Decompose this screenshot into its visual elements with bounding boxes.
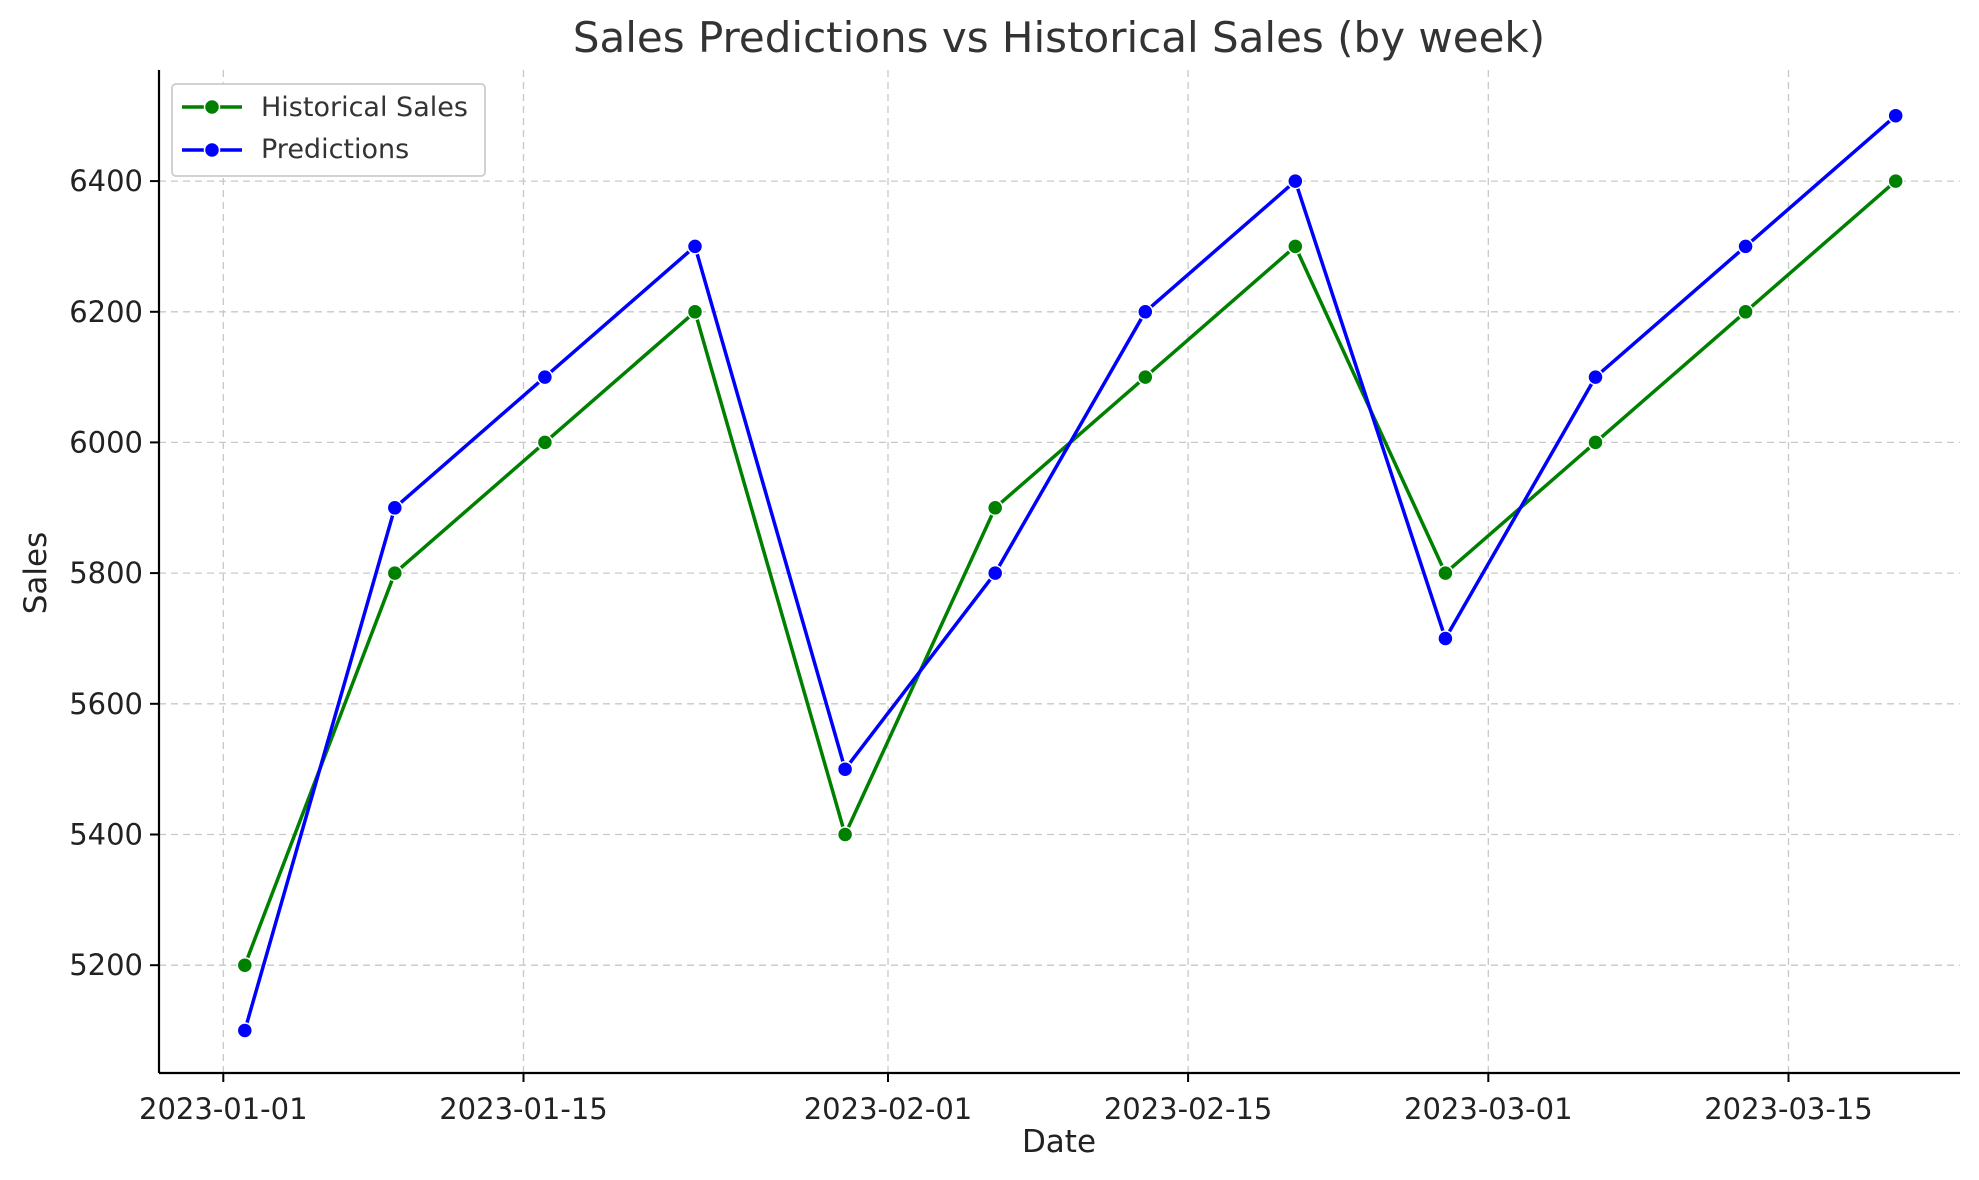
data-point-predictions	[236, 1022, 254, 1039]
grid-lines	[159, 70, 1960, 1073]
data-point-historical-sales	[386, 564, 404, 582]
data-point-historical-sales	[1287, 238, 1304, 255]
x-tick-label: 2023-03-01	[1404, 1092, 1573, 1126]
data-point-predictions	[1737, 238, 1754, 255]
data-point-predictions	[1887, 107, 1904, 124]
data-point-historical-sales	[1437, 564, 1454, 582]
series-layer	[236, 107, 1904, 1039]
data-point-historical-sales	[536, 434, 554, 451]
legend-marker-predictions	[203, 141, 221, 159]
data-point-historical-sales	[986, 499, 1004, 517]
x-tick-label: 2023-03-15	[1704, 1092, 1873, 1126]
y-tick-label: 5400	[69, 818, 143, 852]
series-line-predictions	[243, 114, 1897, 1031]
y-tick-label: 6200	[69, 295, 143, 329]
legend-marker-historical-sales	[203, 98, 221, 116]
y-axis-label: Sales	[18, 532, 54, 615]
data-point-predictions	[686, 238, 704, 255]
x-tick-label: 2023-02-01	[804, 1092, 973, 1126]
y-tick-label: 5600	[69, 687, 143, 721]
data-point-historical-sales	[1137, 368, 1154, 386]
legend-label-predictions: Predictions	[261, 134, 409, 165]
x-tick-label: 2023-01-15	[439, 1092, 608, 1126]
y-tick-label: 5800	[69, 556, 143, 590]
y-tick-label: 6400	[69, 164, 143, 198]
data-point-predictions	[1287, 172, 1304, 190]
data-point-historical-sales	[836, 826, 854, 843]
chart-title: Sales Predictions vs Historical Sales (b…	[573, 13, 1545, 62]
data-point-predictions	[1437, 630, 1454, 647]
x-tick-label: 2023-02-15	[1104, 1092, 1273, 1126]
x-axis-ticks: 2023-01-01 2023-01-15 2023-02-01 2023-02-15…	[139, 1073, 1873, 1126]
axes	[157, 70, 1960, 1075]
legend-box	[171, 83, 486, 177]
y-tick-label: 5200	[69, 948, 143, 982]
data-point-historical-sales	[1587, 434, 1604, 451]
data-point-predictions	[986, 564, 1004, 582]
data-point-historical-sales	[686, 303, 704, 321]
data-point-predictions	[386, 499, 404, 517]
y-axis-ticks: 5200 5400 5600 5800 6000 6200 6400	[69, 164, 159, 982]
data-point-predictions	[1587, 368, 1604, 386]
y-tick-label: 6000	[69, 425, 143, 459]
data-point-historical-sales	[236, 956, 254, 974]
data-point-predictions	[536, 368, 554, 386]
x-axis-label: Date	[1022, 1124, 1096, 1160]
x-tick-label: 2023-01-01	[139, 1092, 308, 1126]
data-point-predictions	[1137, 303, 1154, 321]
legend-label-historical-sales: Historical Sales	[261, 92, 468, 123]
data-point-historical-sales	[1737, 303, 1754, 321]
legend: Historical Sales Predictions	[171, 83, 486, 177]
data-point-predictions	[836, 760, 854, 778]
data-point-historical-sales	[1887, 172, 1904, 190]
